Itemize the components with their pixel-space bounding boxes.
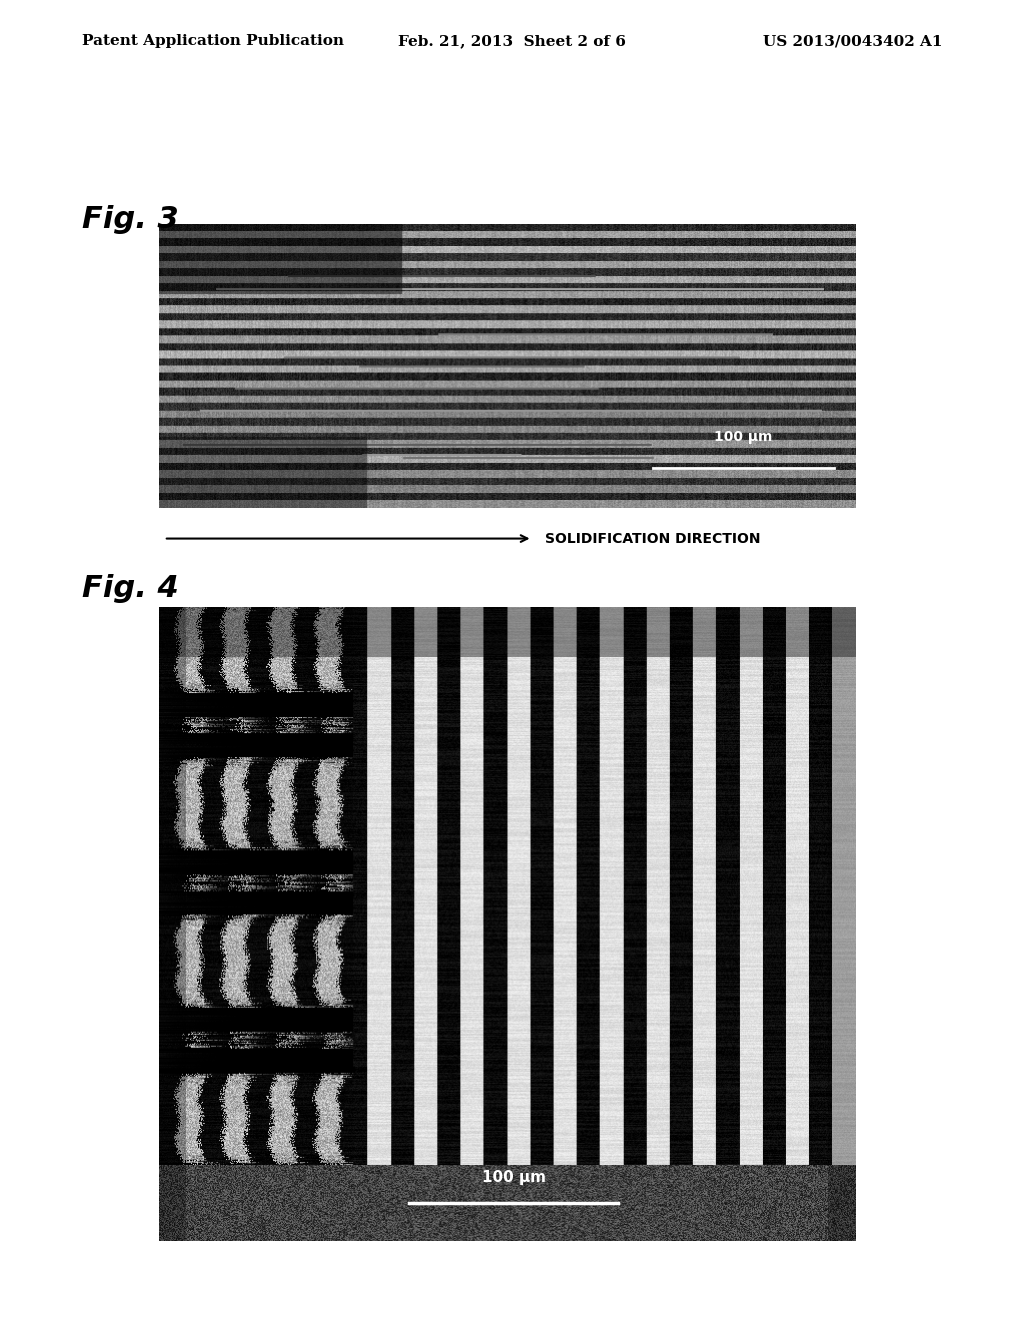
Text: US 2013/0043402 A1: US 2013/0043402 A1: [763, 34, 942, 49]
Text: 100 μm: 100 μm: [715, 430, 773, 445]
Text: Fig. 4: Fig. 4: [82, 574, 178, 603]
Text: SOLIDIFICATION DIRECTION: SOLIDIFICATION DIRECTION: [545, 532, 760, 545]
Text: Patent Application Publication: Patent Application Publication: [82, 34, 344, 49]
Text: 100 μm: 100 μm: [482, 1170, 546, 1185]
Text: Feb. 21, 2013  Sheet 2 of 6: Feb. 21, 2013 Sheet 2 of 6: [398, 34, 626, 49]
Text: Fig. 3: Fig. 3: [82, 205, 178, 234]
